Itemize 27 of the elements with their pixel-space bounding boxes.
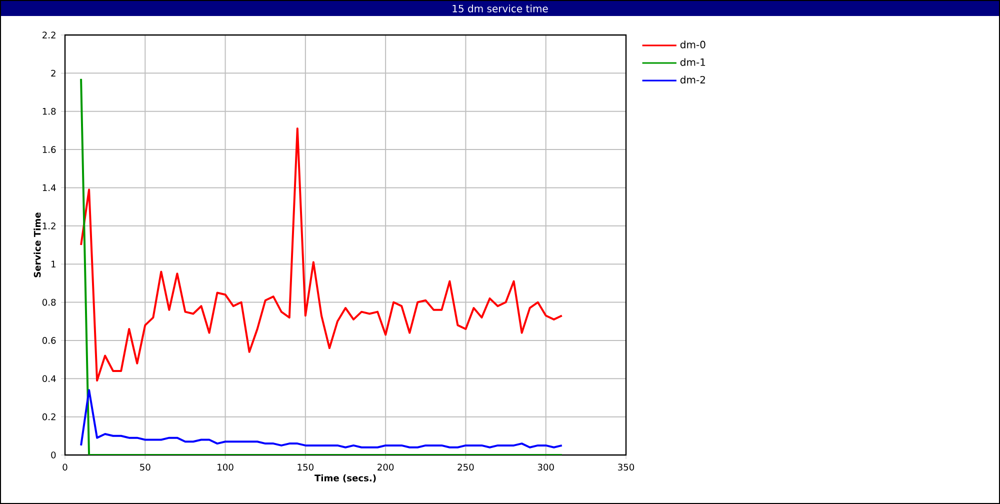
y-tick-label: 0.2 xyxy=(42,413,56,420)
legend-label: dm-2 xyxy=(680,76,705,84)
x-tick-label: 300 xyxy=(538,464,554,471)
x-tick-label: 150 xyxy=(298,464,314,471)
x-tick-label: 350 xyxy=(618,464,634,471)
x-axis-title: Time (secs.) xyxy=(314,474,376,482)
y-tick-label: 1 xyxy=(52,260,56,268)
legend-label: dm-1 xyxy=(680,58,706,66)
y-tick-label: 0.4 xyxy=(42,375,56,382)
y-tick-label: 1.2 xyxy=(42,222,56,230)
y-tick-label: 0.6 xyxy=(42,337,56,344)
y-tick-label: 1.6 xyxy=(42,146,56,153)
chart-title: 15 dm service time xyxy=(452,4,548,12)
y-tick-label: 0 xyxy=(51,452,56,458)
x-tick-label: 50 xyxy=(140,464,150,471)
x-tick-label: 250 xyxy=(458,464,474,471)
y-tick-label: 2.2 xyxy=(42,32,56,38)
y-axis-title: Service Time xyxy=(34,212,41,278)
line-series xyxy=(80,128,563,382)
legend-label: dm-0 xyxy=(680,40,706,48)
y-tick-label: 2 xyxy=(51,70,56,77)
y-tick-label: 1.4 xyxy=(42,184,56,192)
x-tick-label: 100 xyxy=(218,464,234,471)
y-tick-label: 0.8 xyxy=(42,298,56,306)
x-tick-label: 0 xyxy=(62,464,68,471)
x-tick-label: 200 xyxy=(378,464,394,471)
y-tick-label: 1.8 xyxy=(42,108,56,115)
